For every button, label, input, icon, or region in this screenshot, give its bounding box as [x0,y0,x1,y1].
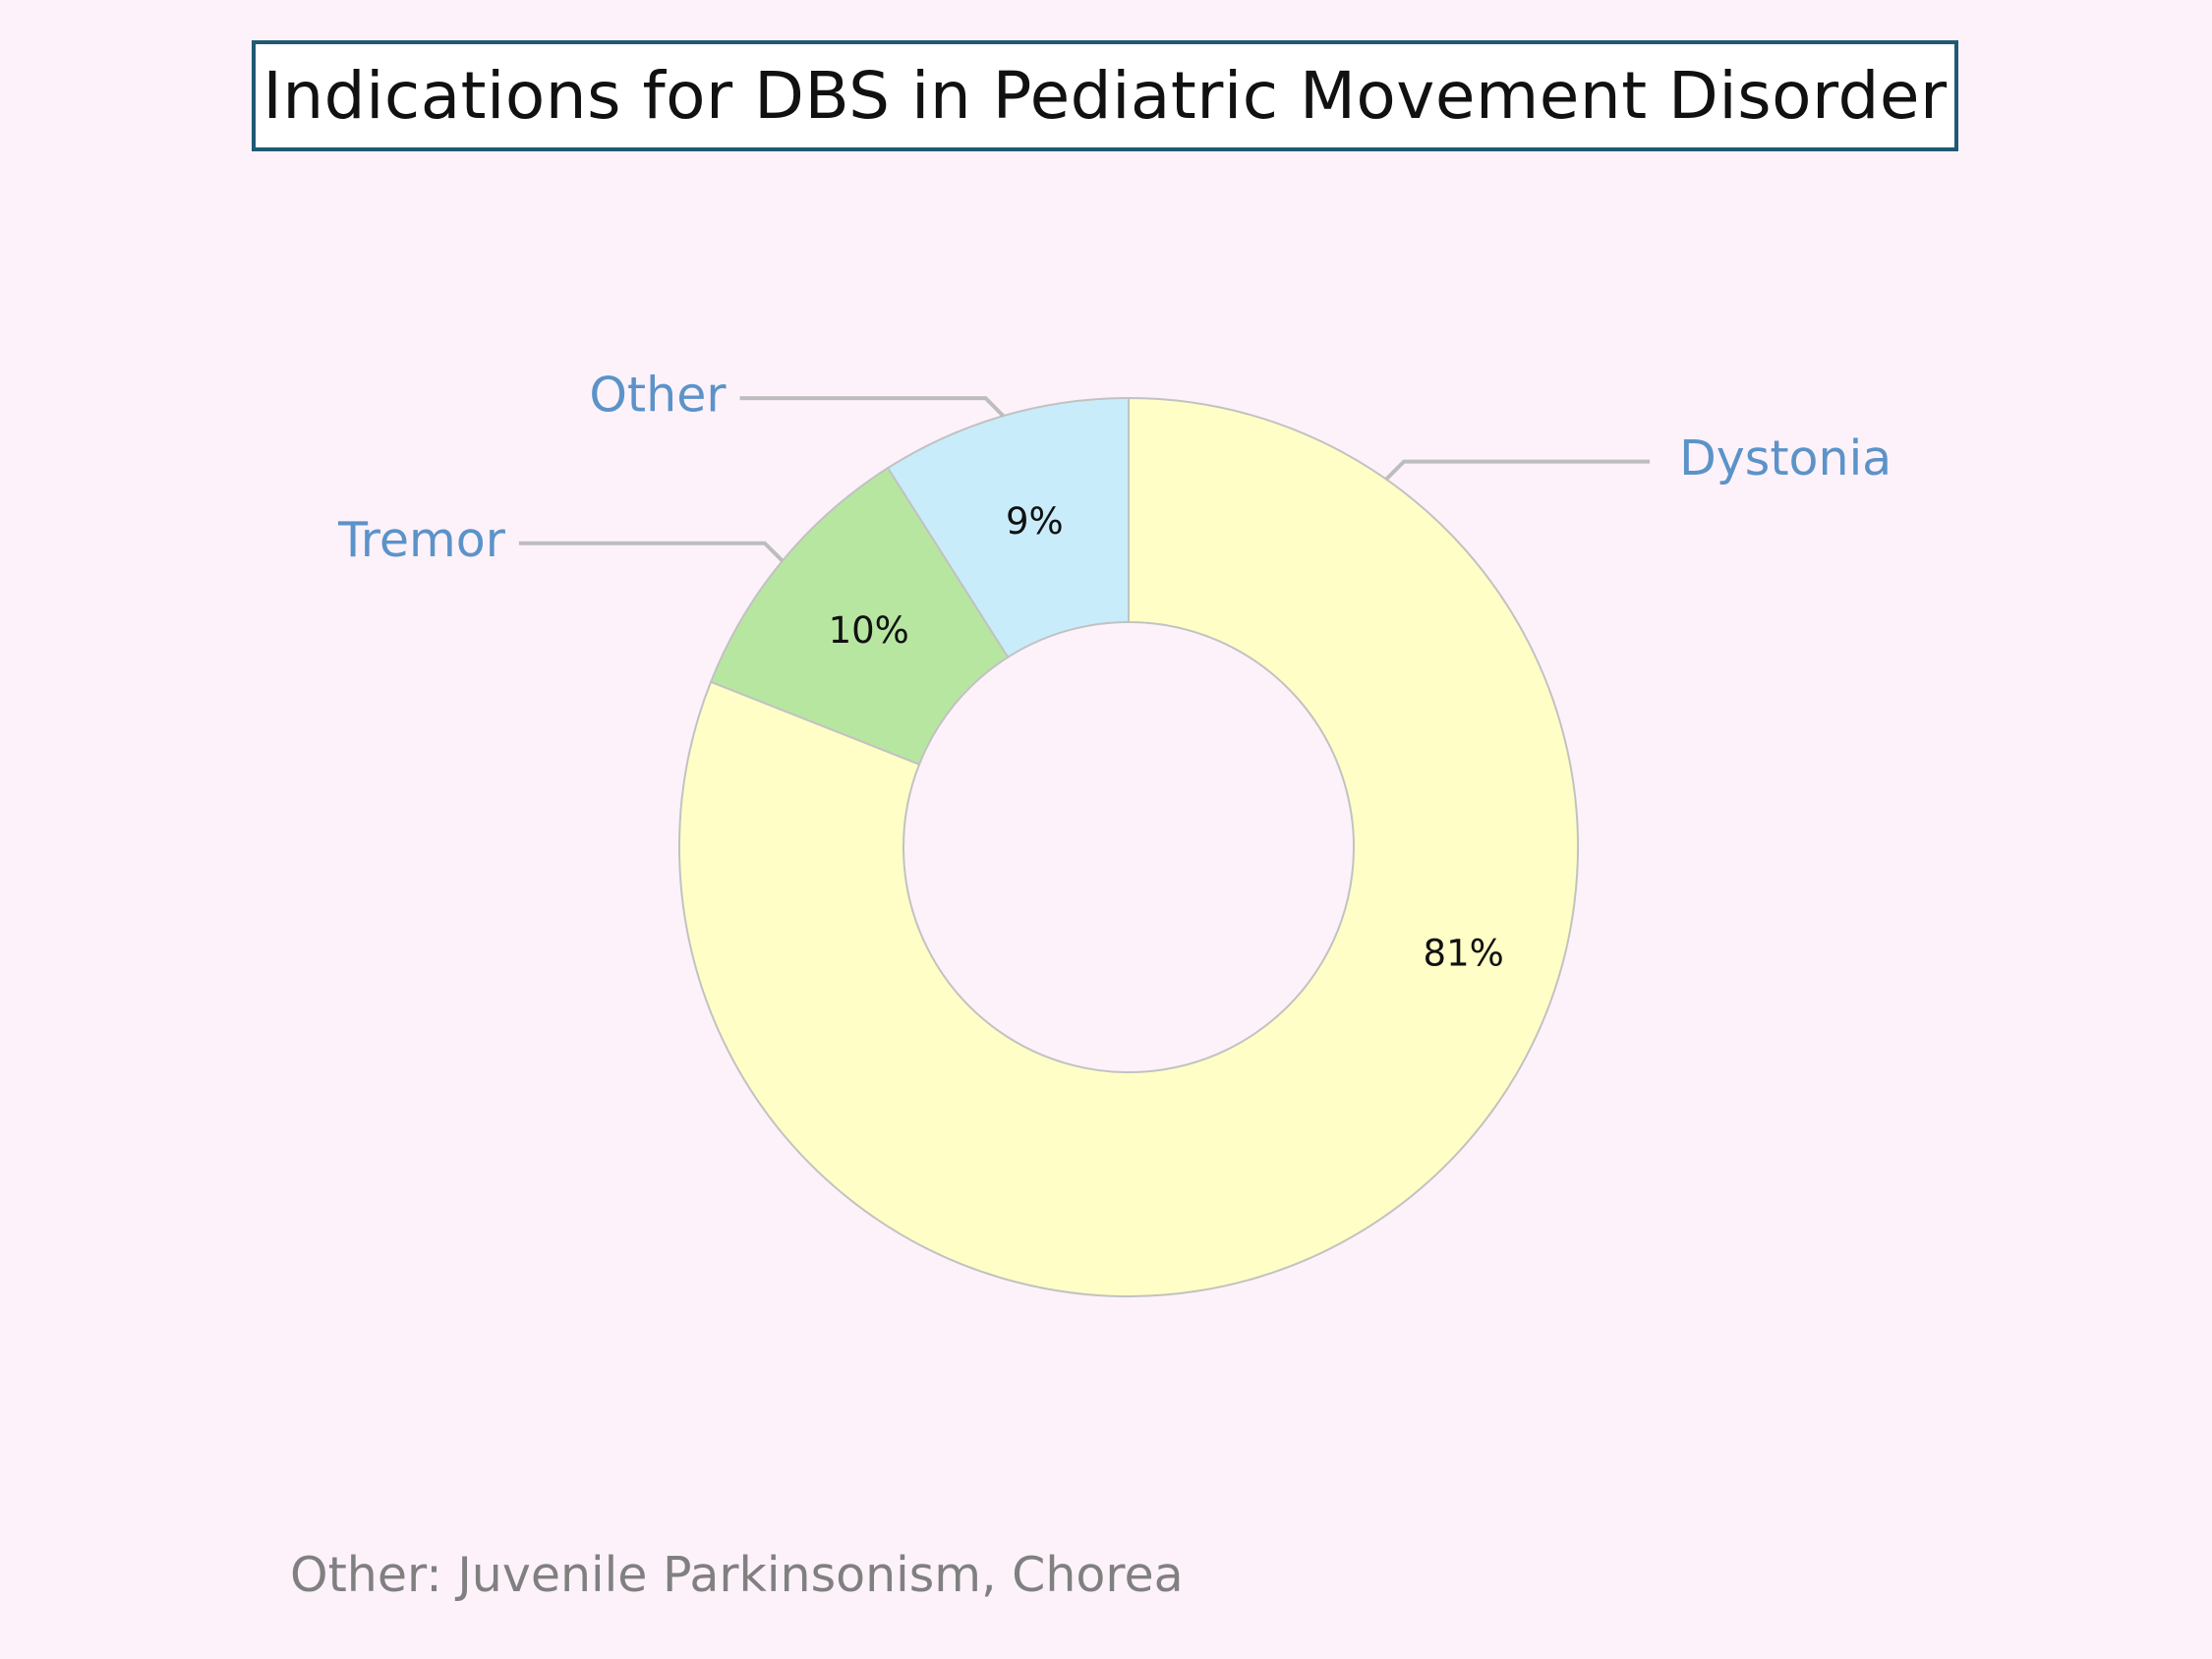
slice-label-tremor: Tremor [337,512,506,568]
slice-value-tremor: 10% [829,609,909,652]
slice-value-other: 9% [1006,500,1064,543]
chart-footnote: Other: Juvenile Parkinsonism, Chorea [290,1547,1184,1603]
leader-line-tremor [518,541,785,563]
donut-slices [678,396,1579,1297]
chart-labels: 81% Dystonia 10% Tremor 9% Other [337,368,1892,975]
slice-label-dystonia: Dystonia [1679,430,1892,486]
chart-title: Indications for DBS in Pediatric Movemen… [262,58,1948,134]
slice-label-other: Other [589,368,727,424]
leader-lines [518,396,1651,563]
chart-title-box: Indications for DBS in Pediatric Movemen… [252,40,1958,151]
slice-value-dystonia: 81% [1424,932,1504,974]
slice-other [886,396,1130,659]
leader-line-other [739,396,1005,418]
leader-line-dystonia [1384,459,1651,482]
slice-tremor [709,466,1010,766]
slice-dystonia [678,396,1579,1297]
